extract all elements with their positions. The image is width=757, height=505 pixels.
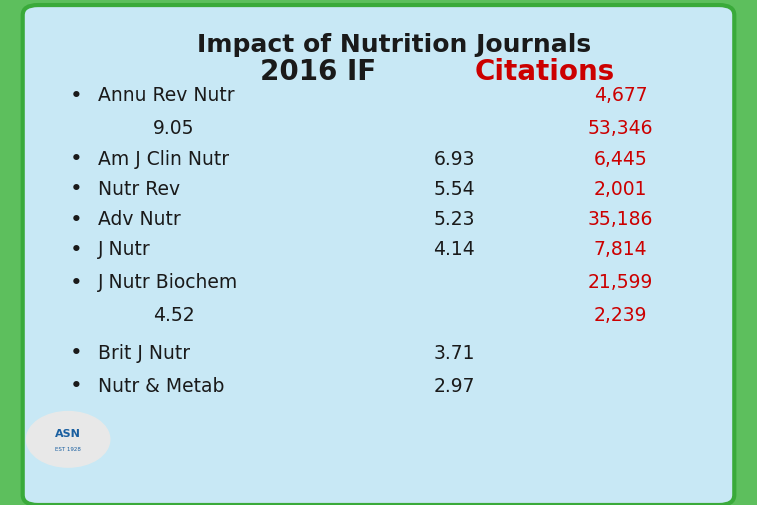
Text: ASN: ASN [55,429,81,439]
Text: •: • [70,343,82,364]
Text: •: • [70,376,82,396]
Text: 4.52: 4.52 [154,306,195,325]
Text: 5.23: 5.23 [434,210,475,229]
Text: 2,001: 2,001 [594,180,647,199]
Text: 7,814: 7,814 [594,240,647,260]
Text: •: • [70,210,82,230]
Text: 5.54: 5.54 [434,180,475,199]
Text: 21,599: 21,599 [588,273,653,292]
Text: 2,239: 2,239 [594,306,647,325]
Text: 4,677: 4,677 [594,86,647,106]
Text: 9.05: 9.05 [154,119,195,138]
FancyBboxPatch shape [23,5,734,505]
Text: •: • [70,179,82,199]
Text: J Nutr Biochem: J Nutr Biochem [98,273,238,292]
Circle shape [26,412,110,467]
Text: 6.93: 6.93 [434,149,475,169]
Text: •: • [70,86,82,106]
Text: 2.97: 2.97 [434,377,475,396]
Text: 53,346: 53,346 [588,119,653,138]
Text: 35,186: 35,186 [588,210,653,229]
Text: Impact of Nutrition Journals: Impact of Nutrition Journals [197,33,590,57]
Text: •: • [70,240,82,260]
Text: 3.71: 3.71 [434,344,475,363]
Text: Am J Clin Nutr: Am J Clin Nutr [98,149,229,169]
Text: EST 1928: EST 1928 [55,447,81,452]
Text: Brit J Nutr: Brit J Nutr [98,344,191,363]
Text: 2016 IF: 2016 IF [260,58,376,86]
Text: Citations: Citations [475,58,615,86]
Text: 6,445: 6,445 [593,149,648,169]
Text: Nutr Rev: Nutr Rev [98,180,180,199]
Text: J Nutr: J Nutr [98,240,151,260]
Text: 4.14: 4.14 [433,240,475,260]
Text: •: • [70,149,82,169]
Text: Nutr & Metab: Nutr & Metab [98,377,225,396]
Text: Annu Rev Nutr: Annu Rev Nutr [98,86,235,106]
Text: Adv Nutr: Adv Nutr [98,210,181,229]
Text: •: • [70,273,82,293]
